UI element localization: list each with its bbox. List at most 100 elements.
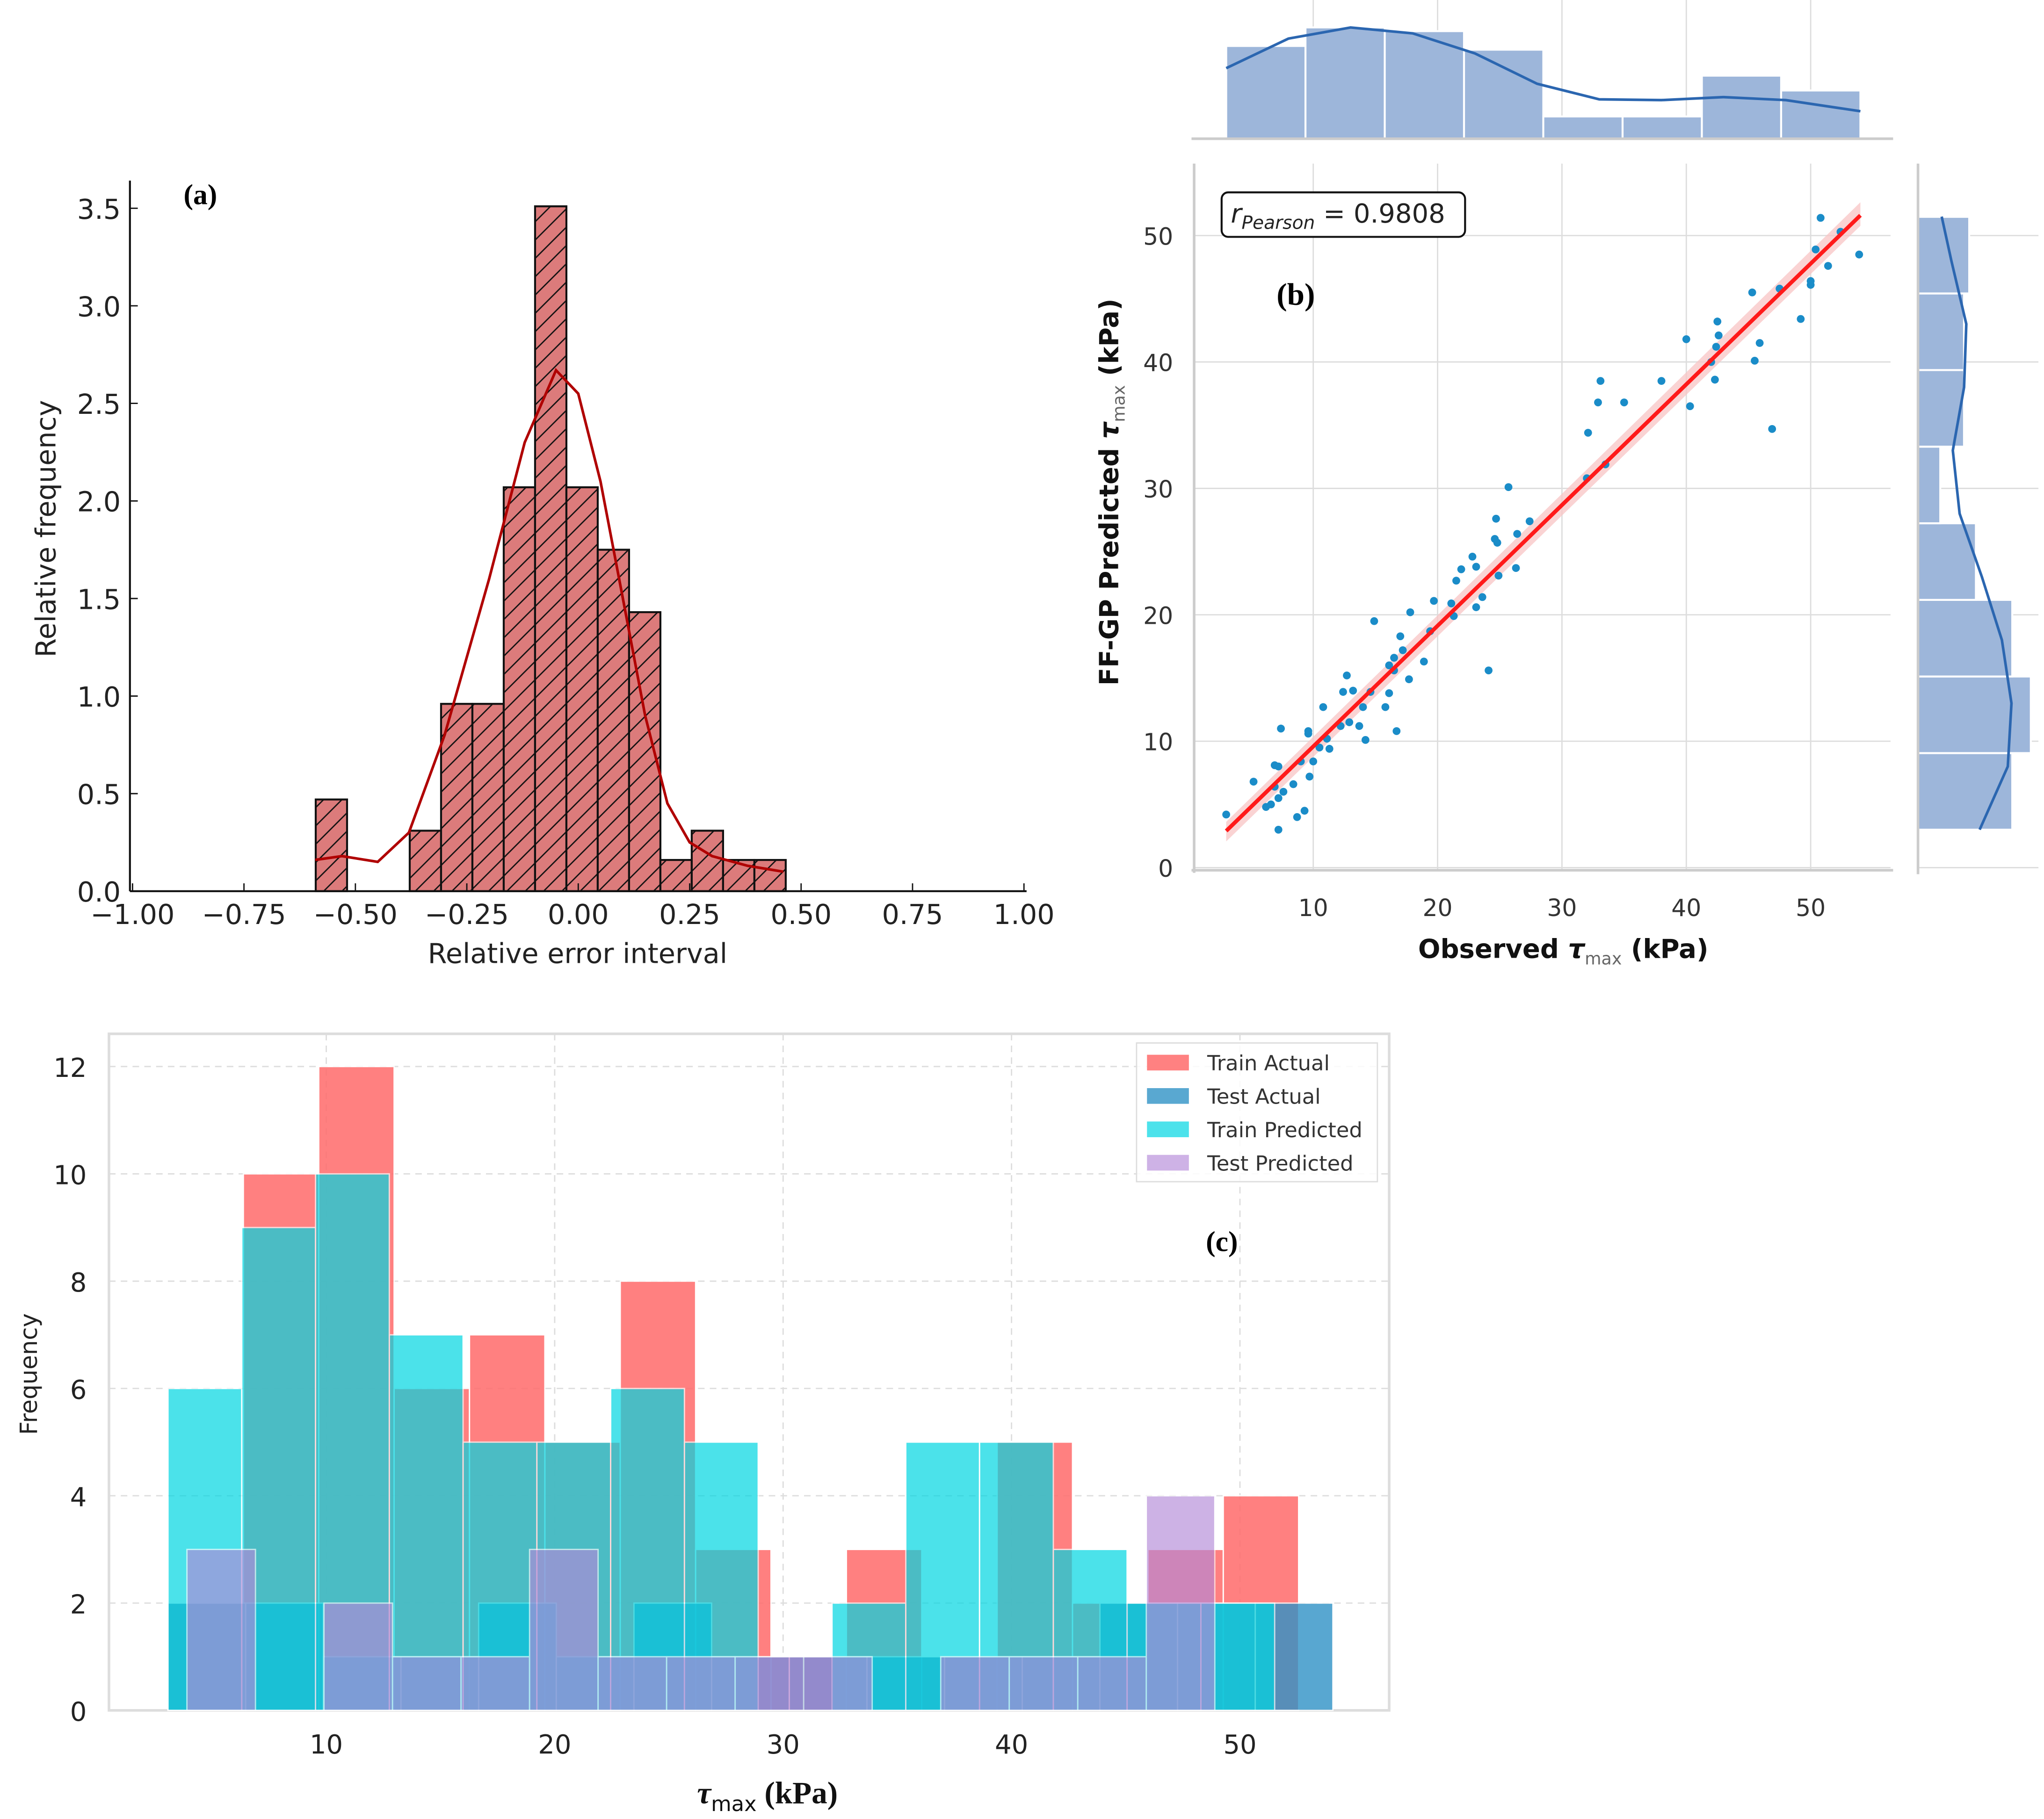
x-tick-label: 50	[1796, 894, 1826, 922]
marginal-bar	[1621, 115, 1703, 140]
x-tick-label: 0.25	[659, 898, 720, 931]
y-tick-label: 3.0	[77, 290, 121, 323]
scatter-point	[1768, 425, 1776, 433]
x-tick-label: 0.00	[548, 898, 609, 931]
x-tick-label: 30	[1547, 894, 1577, 922]
y-tick-label: 0	[1158, 855, 1173, 882]
histogram-bar	[659, 859, 693, 892]
scatter-point	[1712, 343, 1720, 351]
histogram-bar	[534, 205, 568, 892]
y-tick-label: 10	[1143, 729, 1173, 756]
x-tick-label: 30	[767, 1730, 800, 1760]
panel-c-label: (c)	[1206, 1226, 1238, 1257]
scatter-point	[1305, 772, 1314, 781]
scatter-point	[1714, 331, 1723, 339]
bar-hatch	[534, 205, 568, 892]
scatter-point	[1812, 245, 1820, 253]
x-tick-label: 10	[310, 1730, 343, 1760]
kde-curve	[315, 368, 783, 873]
legend-label: Test Predicted	[1207, 1151, 1354, 1176]
marginal-bar	[1780, 89, 1862, 140]
y-tick-label: 40	[1143, 349, 1173, 377]
panel-a-y-axis-label: Relative frequency	[29, 400, 62, 657]
scatter-point	[1447, 599, 1456, 607]
scatter-point	[1751, 356, 1759, 365]
scatter-point	[1390, 654, 1398, 662]
scatter-point	[1748, 288, 1756, 296]
y-tick-label: 2	[70, 1590, 87, 1620]
scatter-point	[1277, 724, 1285, 733]
bar-hatch	[471, 703, 505, 892]
y-tick-label: 10	[53, 1161, 87, 1191]
scatter-point	[1682, 335, 1690, 343]
bar-hatch	[690, 830, 724, 892]
top-marginal-histogram	[1191, 26, 1893, 140]
scatter-point	[1472, 563, 1480, 571]
panel-a-label: (a)	[184, 179, 217, 211]
scatter-point	[1492, 514, 1500, 523]
histogram-bar	[1008, 1656, 1079, 1711]
scatter-point	[1584, 429, 1592, 437]
legend-swatch	[1147, 1054, 1189, 1071]
scatter-point	[1472, 603, 1480, 611]
histogram-bar	[666, 1656, 736, 1711]
panel-c-frequency-histogram: 10 20 30 40 50 0 2 4 6 8 10 12 Train Actual Test Actu…	[15, 1032, 1391, 1816]
y-tick-label: 1.5	[77, 583, 121, 615]
histogram-bar	[314, 798, 348, 892]
scatter-point	[1359, 703, 1367, 711]
scatter-point	[1300, 807, 1309, 815]
marginal-bar	[1917, 369, 1965, 448]
scatter-point	[1452, 577, 1460, 585]
scatter-point	[1824, 262, 1832, 270]
histogram-bar	[1145, 1495, 1216, 1711]
scatter-point	[1274, 794, 1283, 802]
bar-hatch	[565, 486, 599, 892]
y-tick-label: 6	[70, 1375, 87, 1406]
histogram-bar	[323, 1602, 393, 1711]
legend-label: Test Actual	[1207, 1084, 1321, 1109]
scatter-point	[1420, 657, 1428, 666]
bar-hatch	[659, 859, 693, 892]
histogram-bar	[408, 830, 442, 892]
scatter-point	[1345, 718, 1354, 726]
scatter-point	[1293, 813, 1301, 821]
scatter-point	[1817, 214, 1825, 222]
x-tick-label: 0.50	[770, 898, 832, 931]
histogram-bar	[391, 1656, 462, 1711]
scatter-point	[1309, 757, 1318, 765]
x-tick-label: −0.25	[425, 898, 509, 931]
scatter-point	[1494, 571, 1503, 580]
scatter-point	[1274, 762, 1283, 771]
scatter-point	[1755, 339, 1764, 347]
scatter-point	[1686, 402, 1694, 411]
marginal-bar	[1542, 115, 1624, 140]
panel-a-relative-error-histogram: (a) Relative error interval Relative fre…	[29, 179, 1054, 970]
histogram-bar	[529, 1549, 599, 1711]
x-tick-label: −1.00	[90, 898, 174, 931]
scatter-point	[1274, 825, 1283, 834]
scatter-point	[1319, 703, 1327, 711]
scatter-point	[1512, 564, 1520, 572]
x-tick-label: −0.50	[313, 898, 398, 931]
histogram-bar	[628, 611, 662, 892]
scatter-point	[1381, 703, 1390, 711]
y-tick-label: 4	[70, 1482, 87, 1513]
y-tick-label: 50	[1143, 223, 1173, 250]
legend-swatch	[1147, 1088, 1189, 1104]
panel-b-x-axis-label: Observed τmax (kPa)	[1418, 934, 1709, 969]
legend-label: Train Actual	[1207, 1051, 1330, 1076]
marginal-bar	[1917, 599, 2014, 678]
scatter-point	[1855, 250, 1863, 259]
histogram-bar	[471, 703, 505, 892]
scatter-point	[1620, 398, 1628, 406]
scatter-point	[1797, 315, 1805, 323]
bar-hatch	[502, 486, 536, 892]
legend-swatch	[1147, 1155, 1189, 1171]
histogram-bar	[753, 859, 787, 892]
scatter-point	[1349, 686, 1357, 695]
histogram-bar	[690, 830, 724, 892]
histogram-bar	[186, 1549, 256, 1711]
panel-c-y-axis-label: Frequency	[15, 1313, 43, 1435]
scatter-point	[1315, 743, 1324, 752]
y-tick-label: 2.0	[77, 486, 121, 518]
